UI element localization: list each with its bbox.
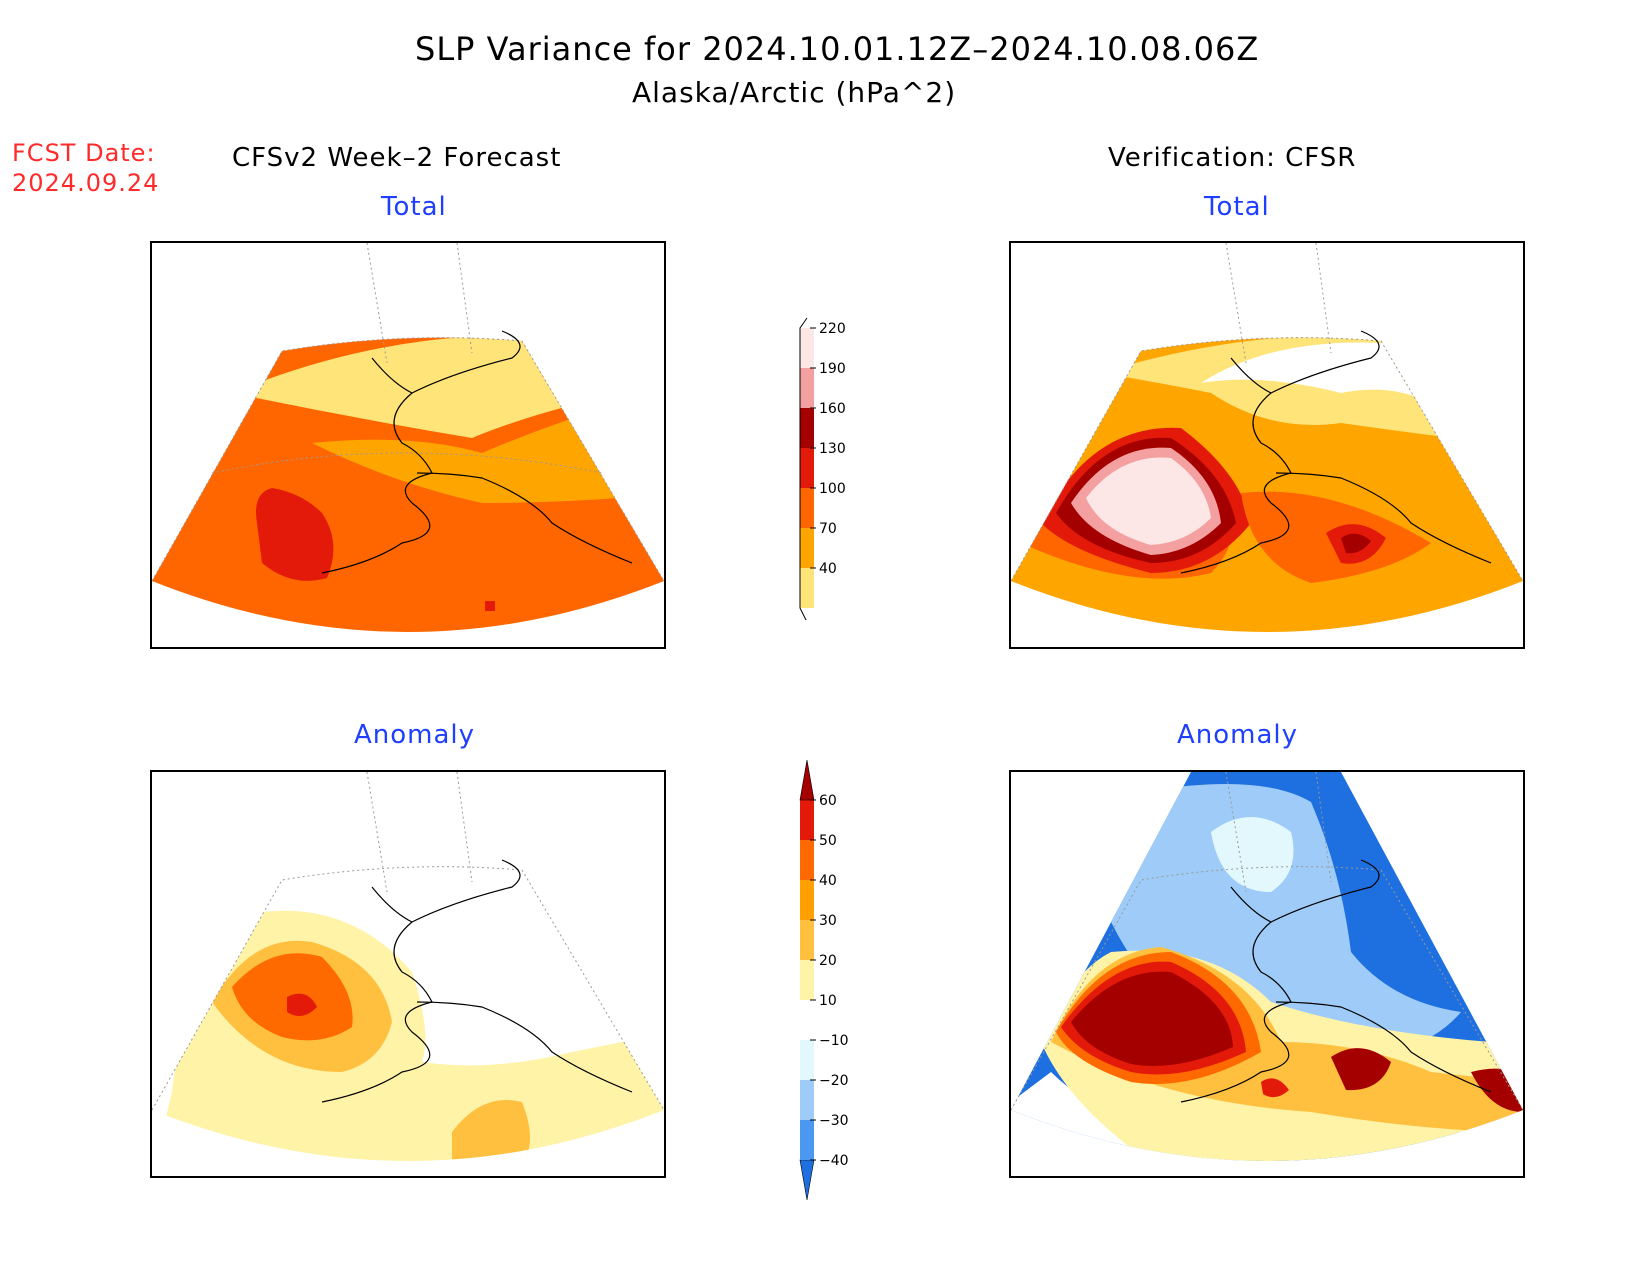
colorbar-swatch bbox=[800, 880, 814, 920]
colorbar-swatch bbox=[800, 1040, 814, 1080]
fcst-date-value: 2024.09.24 bbox=[12, 169, 160, 197]
colorbar-tick-label: −40 bbox=[819, 1153, 849, 1169]
colorbar-tick-label: 10 bbox=[819, 993, 837, 1009]
colorbar-tick-label: −20 bbox=[819, 1073, 849, 1089]
colorbar-swatch bbox=[799, 1159, 815, 1201]
colorbar-swatch bbox=[800, 368, 814, 408]
colorbar-swatch bbox=[800, 528, 814, 568]
colorbar-swatch bbox=[800, 1120, 814, 1160]
colorbar-swatch bbox=[800, 1000, 814, 1040]
colorbar-tick-label: 190 bbox=[819, 361, 846, 377]
colorbar-tick-label: 40 bbox=[819, 561, 837, 577]
colorbar-swatch bbox=[800, 840, 814, 880]
colorbar-tick-label: 20 bbox=[819, 953, 837, 969]
colorbar-tick-label: 160 bbox=[819, 401, 846, 417]
verification-column-title: Verification: CFSR bbox=[1108, 143, 1357, 173]
verif-total-title: Total bbox=[1204, 192, 1270, 222]
main-title: SLP Variance for 2024.10.01.12Z–2024.10.… bbox=[415, 30, 1260, 68]
verif-anomaly-title: Anomaly bbox=[1177, 720, 1299, 750]
colorbar-swatch bbox=[800, 488, 814, 528]
colorbar-anomaly: −40 −30 −20 −10 10 20 30 40 50 60 bbox=[799, 759, 849, 1201]
colorbar-total: 40 70 100 130 160 190 220 bbox=[799, 317, 846, 620]
colorbar-swatch bbox=[800, 568, 814, 608]
colorbar-swatch bbox=[800, 408, 814, 448]
verif-anomaly-map bbox=[1009, 770, 1525, 1178]
forecast-column-title: CFSv2 Week–2 Forecast bbox=[232, 143, 562, 173]
forecast-total-map bbox=[150, 241, 666, 649]
colorbar-tick-label: −10 bbox=[819, 1033, 849, 1049]
forecast-total-title: Total bbox=[381, 192, 447, 222]
colorbar-tick-label: 50 bbox=[819, 833, 837, 849]
colorbar-outline bbox=[799, 317, 808, 620]
colorbar-swatch bbox=[800, 800, 814, 840]
colorbar-tick-label: −30 bbox=[819, 1113, 849, 1129]
colorbar-swatch bbox=[799, 759, 815, 801]
colorbar-tick-label: 60 bbox=[819, 793, 837, 809]
fcst-date-label: FCST Date: bbox=[12, 139, 156, 167]
colorbar-tick-label: 220 bbox=[819, 321, 846, 337]
colorbar-swatch bbox=[800, 920, 814, 960]
colorbar-swatch bbox=[800, 328, 814, 368]
main-subtitle: Alaska/Arctic (hPa^2) bbox=[632, 76, 957, 109]
colorbar-swatch bbox=[800, 448, 814, 488]
colorbar-swatch bbox=[800, 960, 814, 1000]
colorbar-tick-label: 100 bbox=[819, 481, 846, 497]
colorbar-tick-label: 40 bbox=[819, 873, 837, 889]
colorbar-tick-label: 30 bbox=[819, 913, 837, 929]
verif-total-map bbox=[1009, 241, 1525, 649]
forecast-anomaly-map bbox=[150, 770, 666, 1178]
colorbar-tick-label: 130 bbox=[819, 441, 846, 457]
colorbar-tick-label: 70 bbox=[819, 521, 837, 537]
forecast-anomaly-title: Anomaly bbox=[354, 720, 476, 750]
colorbar-swatch bbox=[800, 1080, 814, 1120]
